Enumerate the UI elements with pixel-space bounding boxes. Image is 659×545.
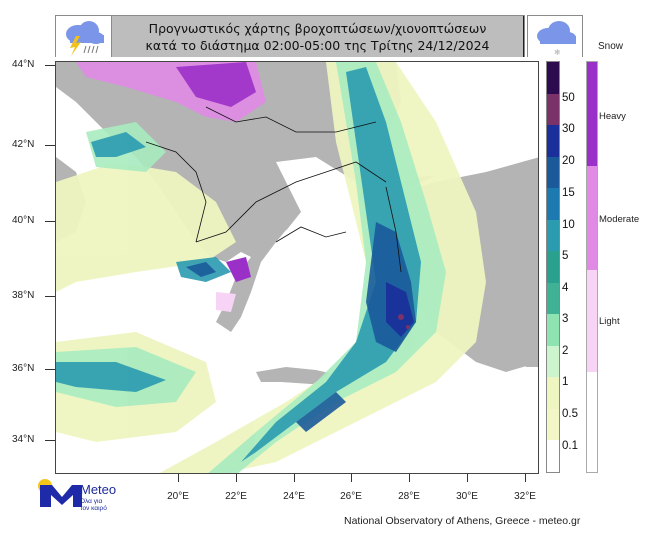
- rain-label-50: 50: [562, 92, 575, 104]
- rain-label-15: 15: [562, 187, 575, 199]
- credit-text: National Observatory of Athens, Greece -…: [344, 515, 581, 527]
- lat-label-36: 36°N: [12, 363, 35, 374]
- lon-tick: [294, 474, 295, 482]
- rain-label-10: 10: [562, 219, 575, 231]
- snow-cloud-icon: ❄: [527, 15, 583, 57]
- lon-tick: [409, 474, 410, 482]
- rain-label-3: 3: [562, 313, 569, 325]
- title-line-1: Προγνωστικός χάρτης βροχοπτώσεων/χιονοπτ…: [148, 20, 487, 36]
- lat-tick: [45, 221, 55, 222]
- logo-tagline: Όλα για τον καιρό: [80, 498, 107, 512]
- lon-label-20: 20°E: [167, 491, 189, 502]
- snow-label-light: Light: [599, 316, 620, 327]
- thunderstorm-rain-icon: [56, 16, 111, 58]
- snow-label-moderate: Moderate: [599, 214, 640, 225]
- map-title: Προγνωστικός χάρτης βροχοπτώσεων/χιονοπτ…: [111, 16, 524, 57]
- lon-label-30: 30°E: [456, 491, 478, 502]
- lon-tick: [351, 474, 352, 482]
- snow-areas: [76, 62, 266, 312]
- country-borders: [145, 106, 402, 273]
- lat-tick: [45, 369, 55, 370]
- logo-name: Meteo: [80, 482, 117, 497]
- rain-colorbar: [546, 61, 560, 473]
- svg-text:❄: ❄: [554, 48, 561, 57]
- precip-extreme: [398, 314, 410, 329]
- rain-label-0-5: 0.5: [562, 408, 578, 420]
- rain-label-30: 30: [562, 123, 575, 135]
- lon-tick: [236, 474, 237, 482]
- title-line-2: κατά το διάστημα 02:00-05:00 της Τρίτης …: [145, 37, 490, 53]
- precipitation-map[interactable]: [55, 61, 539, 474]
- lat-tick: [45, 296, 55, 297]
- lat-label-40: 40°N: [12, 215, 35, 226]
- rain-label-2: 2: [562, 345, 569, 357]
- lat-tick: [45, 440, 55, 441]
- lat-label-38: 38°N: [12, 290, 35, 301]
- lat-label-42: 42°N: [12, 139, 35, 150]
- lon-tick: [178, 474, 179, 482]
- lon-tick: [467, 474, 468, 482]
- lon-label-24: 24°E: [283, 491, 305, 502]
- snow-label-heavy: Heavy: [599, 111, 626, 122]
- rain-label-1: 1: [562, 376, 569, 388]
- lat-label-34: 34°N: [12, 434, 35, 445]
- lon-label-26: 26°E: [340, 491, 362, 502]
- lat-tick: [45, 65, 55, 66]
- rain-label-20: 20: [562, 155, 575, 167]
- tagline-line-1: Όλα για: [80, 498, 103, 505]
- lon-label-28: 28°E: [398, 491, 420, 502]
- rain-label-4: 4: [562, 282, 569, 294]
- snow-colorbar: [586, 61, 598, 473]
- tagline-line-2: τον καιρό: [80, 505, 107, 512]
- map-header: Προγνωστικός χάρτης βροχοπτώσεων/χιονοπτ…: [55, 15, 525, 58]
- lon-tick: [525, 474, 526, 482]
- lat-label-44: 44°N: [12, 59, 35, 70]
- snow-legend-title: Snow: [598, 41, 624, 52]
- lat-tick: [45, 145, 55, 146]
- rain-label-0-1: 0.1: [562, 440, 578, 452]
- lon-label-32: 32°E: [514, 491, 536, 502]
- precip-heavy: [386, 282, 414, 337]
- rain-label-5: 5: [562, 250, 569, 262]
- lon-label-22: 22°E: [225, 491, 247, 502]
- precip-teal: [56, 67, 421, 462]
- meteo-logo: [30, 475, 140, 515]
